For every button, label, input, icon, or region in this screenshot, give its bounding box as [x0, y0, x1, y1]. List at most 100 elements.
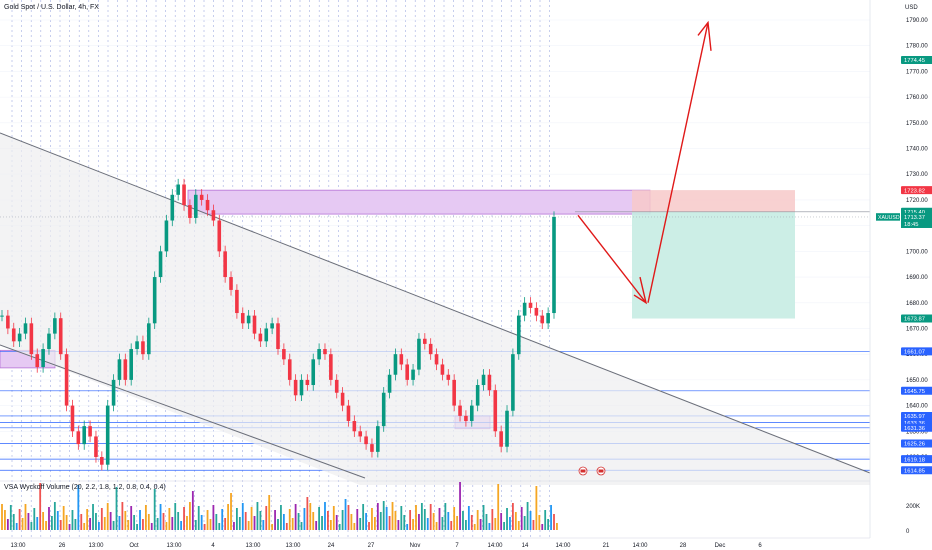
volume-bar [233, 522, 235, 530]
price-badge-text: 1631.36 [904, 426, 925, 432]
time-tick: 14:00 [632, 543, 648, 549]
volume-bar [274, 510, 276, 530]
volume-bar [4, 510, 6, 530]
volume-bar [403, 515, 406, 530]
volume-bar [438, 508, 441, 530]
channel-lower-line [0, 344, 366, 479]
volume-bar [159, 504, 162, 530]
volume-indicator-label: VSA Wyckoff Volume (20, 2.2, 1.8, 1.2, 0… [4, 484, 166, 491]
volume-bar [318, 507, 321, 530]
candle-body [452, 379, 456, 406]
chart-title: Gold Spot / U.S. Dollar, 4h, FX [4, 4, 99, 11]
volume-bar [194, 520, 197, 530]
volume-bar [215, 514, 218, 530]
candle-body [552, 216, 556, 314]
volume-bar [444, 503, 447, 530]
candle-body [323, 349, 327, 355]
volume-bar [262, 520, 265, 530]
price-tick: 1730.00 [906, 172, 928, 178]
volume-bar [68, 524, 71, 530]
time-tick: 26 [59, 543, 66, 549]
candle-body [370, 444, 374, 452]
price-tick: 1700.00 [906, 249, 928, 255]
volume-bar [6, 519, 9, 530]
candle-body [23, 323, 28, 334]
volume-bar [509, 517, 511, 530]
volume-bar [144, 505, 147, 530]
candle-body [240, 313, 245, 324]
volume-bar [95, 513, 97, 530]
candle-body [364, 436, 368, 445]
volume-bar [441, 517, 444, 530]
volume-bar [553, 514, 555, 530]
volume-bar [65, 515, 68, 530]
volume-bar [45, 521, 47, 530]
volume-bar [271, 524, 274, 530]
candle-body [164, 220, 169, 252]
volume-bar [423, 509, 426, 530]
candle-body [270, 323, 274, 329]
short-position-tool[interactable] [0, 190, 870, 319]
volume-bar [230, 493, 232, 530]
volume-bar [406, 524, 409, 530]
candle-body [258, 333, 263, 342]
volume-bar [15, 523, 18, 530]
candle-body [188, 205, 192, 218]
volume-bar [197, 506, 200, 530]
volume-bar [344, 499, 347, 530]
price-badge [901, 347, 932, 356]
candle-body [111, 379, 116, 406]
volume-bar [459, 482, 461, 530]
volume-bar [153, 489, 156, 530]
candle-body [505, 410, 509, 447]
time-tick: 13:00 [88, 543, 104, 549]
projection-arrows[interactable] [577, 20, 712, 305]
volume-bar [224, 518, 227, 530]
candle-body [217, 220, 222, 252]
time-tick: Dec [715, 543, 726, 549]
volume-bar [356, 509, 359, 530]
price-badge [901, 455, 932, 464]
candle-body [493, 390, 498, 432]
candle-body [199, 194, 204, 200]
time-tick: 13:00 [245, 543, 261, 549]
time-tick: 14 [522, 543, 529, 549]
candle-body [522, 302, 527, 316]
volume-bar [420, 503, 423, 530]
volume-bar [253, 516, 256, 530]
volume-bar [33, 508, 36, 530]
price-tick: 1770.00 [906, 69, 928, 75]
volume-bar [379, 512, 382, 530]
volume-bar [121, 502, 124, 530]
candle-body [511, 354, 515, 411]
candle-body [381, 392, 386, 427]
volume-bar [39, 483, 42, 530]
candle-body [176, 184, 180, 195]
candle-body [6, 315, 10, 329]
volume-bar [353, 523, 356, 530]
price-axis[interactable]: USD 1790.00 1780.00 1770.00 1760.00 1750.00 17… [869, 0, 932, 550]
volume-bar [206, 510, 209, 530]
volume-bar [315, 521, 318, 530]
volume-bar [429, 504, 432, 530]
candle-body [76, 431, 81, 445]
price-badge-text: 1619.18 [904, 457, 925, 463]
volume-bar [136, 524, 138, 530]
candle-body [340, 392, 345, 406]
price-badge-text: 1614.85 [904, 468, 925, 474]
volume-bar [365, 513, 367, 530]
candle-body [11, 328, 16, 342]
down-arrow [577, 214, 647, 304]
time-tick: Oct [129, 543, 139, 549]
price-badge [901, 55, 932, 64]
volume-bar [327, 511, 329, 530]
candle-body [399, 354, 404, 365]
candle-body [423, 338, 427, 344]
price-tick: 1630.00 [906, 429, 928, 435]
candle-body [528, 302, 533, 308]
time-axis[interactable]: 13:00 26 13:00 Oct 13:00 4 13:00 13:00 24 27 Nov 7 1… [0, 466, 932, 550]
price-tick: 1790.00 [906, 18, 928, 24]
candle-body [205, 199, 210, 211]
price-tick: 1640.00 [906, 404, 928, 410]
